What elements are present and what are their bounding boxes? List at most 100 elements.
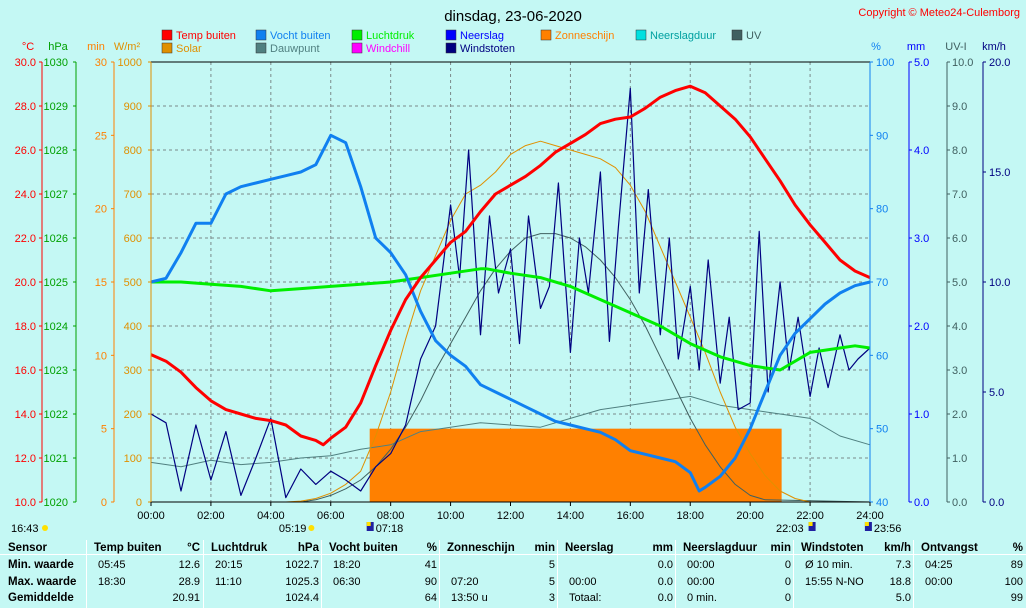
pressure-axis-tick-label: 1027 [44,189,68,201]
table-cell-value: 89 [1010,559,1023,571]
table-column-separator [675,540,676,608]
legend-swatch [255,29,267,41]
minutes-axis-tick-label: 25 [95,130,107,142]
legend-label: Windchill [366,43,410,55]
wind-axis-tick-label: 10.0 [989,277,1010,289]
table-cell-value: 100 [1004,576,1023,588]
table-cell-time: 00:00 [687,576,715,588]
weather-chart: 30.0 28.0 26.0 24.0 22.0 20.0 18.0 16.0 14.0 12.0… [11,7,1020,535]
legend-label: Luchtdruk [366,30,415,42]
solar-axis-tick-label: 100 [124,453,142,465]
table-column-separator [557,540,558,608]
uv-axis-tick-label: 2.0 [952,409,967,421]
minutes-axis-tick-label: 5 [101,424,107,436]
pressure-axis-tick-label: 1023 [44,365,68,377]
solar-axis-tick-label: 800 [124,145,142,157]
table-column-unit: % [426,542,437,554]
x-tick-label: 18:00 [676,510,704,522]
table-cell-time: 13:50 u [451,592,488,604]
temp-axis-tick-label: 30.0 [15,57,36,69]
table-cell-time: 04:25 [925,559,953,571]
legend-swatch [445,42,457,54]
x-tick-label: 04:00 [257,510,285,522]
humidity-axis-tick-label: 90 [876,130,888,142]
legend-label: Vocht buiten [270,30,331,42]
pressure-axis-tick-label: 1020 [44,497,68,509]
humidity-line [150,133,871,493]
temp-axis-tick-label: 14.0 [15,409,36,421]
pressure-axis-tick-label: 1025 [44,277,68,289]
temp-axis-tick-label: 16.0 [15,365,36,377]
marker-time: 22:03 [776,523,804,535]
rain-axis-tick-label: 4.0 [914,145,929,157]
table-column-header: Temp buiten [94,542,162,554]
table-cell-time: 00:00 [687,559,715,571]
table-cell-time: 00:00 [569,576,597,588]
legend-label: Zonneschijn [555,30,614,42]
wind-axis-unit: km/h [982,41,1006,53]
table-cell-value: 41 [424,559,437,571]
temperature-line [150,84,871,447]
table-cell-value: 5 [548,576,555,588]
solar-axis-tick-label: 700 [124,189,142,201]
table-cell-value: 0 [784,559,791,571]
humidity-axis-tick-label: 50 [876,424,888,436]
row-label-max: Max. waarde [8,576,77,588]
table-cell-time: 06:30 [333,576,361,588]
legend-swatch [161,29,173,41]
table-column-header: Neerslag [565,542,614,554]
rain-axis-unit: mm [907,41,925,53]
table-column-separator [913,540,914,608]
table-column-unit: mm [652,542,673,554]
statistics-table: Sensor Min. waarde Max. waarde Gemiddeld… [0,540,1026,608]
table-cell-value: 28.9 [178,576,200,588]
uv-axis-tick-label: 0.0 [952,497,967,509]
table-cell-time: 11:10 [215,576,242,588]
table-cell-time: 05:45 [98,559,126,571]
legend-label: Temp buiten [176,30,236,42]
copyright-text: Copyright © Meteo24-Culemborg [858,7,1020,19]
legend-label: Neerslag [460,30,504,42]
uv-axis-tick-label: 6.0 [952,233,967,245]
legend-swatch [731,29,743,41]
table-column-unit: % [1012,542,1023,554]
uv-axis-tick-label: 8.0 [952,145,967,157]
x-tick-label: 10:00 [437,510,465,522]
humidity-axis-unit: % [871,41,881,53]
legend-label: Neerslagduur [650,30,716,42]
x-tick-label: 22:00 [796,510,824,522]
solar-axis-tick-label: 1000 [118,57,142,69]
table-cell-time: 00:00 [925,576,953,588]
x-tick-label: 06:00 [317,510,345,522]
moon-marker [808,522,816,531]
table-cell-time: 18:20 [333,559,361,571]
row-label-avg: Gemiddelde [8,592,74,604]
sun-marker [42,525,48,531]
table-cell-value: 90 [424,576,437,588]
table-cell-value: 1022.7 [285,559,319,571]
marker-time: 05:19 [279,523,307,535]
chart-title: dinsdag, 23-06-2020 [444,8,582,25]
solar-axis-unit: W/m² [114,41,141,53]
solar-axis-tick-label: 200 [124,409,142,421]
temp-axis-tick-label: 10.0 [15,497,36,509]
table-cell-value: 5.0 [895,592,911,604]
pressure-axis-tick-label: 1024 [44,321,68,333]
rain-axis-tick-label: 1.0 [914,409,929,421]
sunshine-bar [369,428,782,502]
temp-axis-tick-label: 18.0 [15,321,36,333]
dewpoint-line [150,395,871,468]
uv-axis-tick-label: 9.0 [952,101,967,113]
temp-axis-tick-label: 26.0 [15,145,36,157]
legend-swatch [445,29,457,41]
moon-marker-light [366,522,371,526]
table-cell-value: 0.0 [657,559,673,571]
minutes-axis-tick-label: 30 [95,57,107,69]
pressure-line [151,267,871,372]
legend-label: Solar [176,43,202,55]
wind-axis-tick-label: 20.0 [989,57,1010,69]
rain-axis-tick-label: 2.0 [914,321,929,333]
moon-marker-light [808,522,813,526]
temp-axis-tick-label: 24.0 [15,189,36,201]
table-cell-value: 3 [548,592,555,604]
